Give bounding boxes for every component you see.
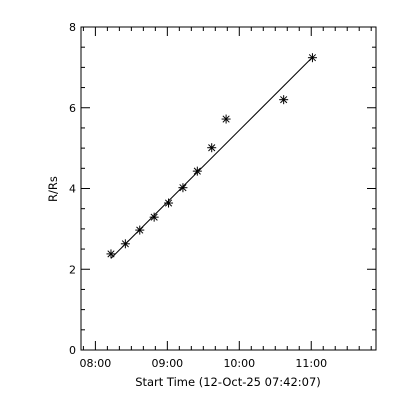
data-point-stroke — [308, 54, 317, 62]
data-point-stroke — [121, 240, 129, 248]
x-tick-label: 10:00 — [223, 357, 255, 370]
y-tick-label: 8 — [69, 21, 76, 34]
data-point — [192, 166, 202, 176]
data-point-stroke — [280, 96, 288, 104]
data-point — [149, 212, 159, 222]
data-point — [164, 198, 174, 208]
data-point — [120, 239, 130, 249]
data-points — [106, 53, 317, 259]
x-tick-label: 09:00 — [151, 357, 183, 370]
y-tick-label: 6 — [69, 102, 76, 115]
data-point-stroke — [222, 115, 230, 123]
data-point-stroke — [150, 213, 158, 221]
data-point — [279, 95, 289, 105]
data-point-stroke — [208, 144, 216, 152]
data-point — [221, 114, 231, 124]
tick-labels: 08:00 09:00 10:00 11:00 0 2 4 6 8 — [69, 21, 327, 370]
y-tick-label: 0 — [69, 344, 76, 357]
data-point — [135, 225, 145, 235]
data-point — [178, 183, 188, 193]
data-point — [106, 249, 116, 259]
data-point-stroke — [193, 167, 201, 175]
x-tick-label: 08:00 — [80, 357, 112, 370]
y-tick-label: 2 — [69, 263, 76, 276]
data-point-stroke — [107, 250, 115, 258]
fit-line-group — [110, 56, 313, 259]
data-point — [307, 53, 317, 63]
data-point-stroke — [179, 184, 187, 192]
fit-line — [110, 56, 313, 259]
y-tick-label: 4 — [69, 183, 76, 196]
x-axis-title: Start Time (12-Oct-25 07:42:07) — [135, 375, 321, 389]
data-point-stroke — [136, 226, 144, 234]
x-tick-label: 11:00 — [295, 357, 327, 370]
data-point-stroke — [164, 199, 173, 207]
y-axis-title: R/Rs — [46, 176, 60, 202]
data-point — [207, 143, 217, 153]
plot-frame — [80, 26, 377, 351]
